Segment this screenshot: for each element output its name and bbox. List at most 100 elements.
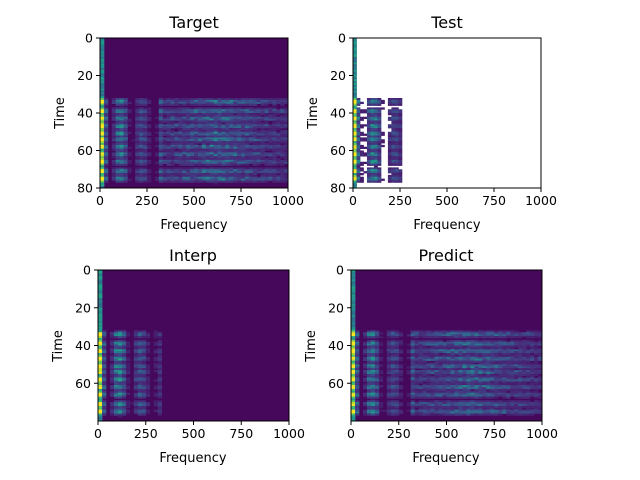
heatmap-cell	[237, 154, 242, 157]
heatmap-cell	[386, 377, 392, 380]
heatmap-cell	[197, 124, 203, 127]
heatmap-cell	[125, 358, 131, 361]
heatmap-cell	[466, 390, 471, 394]
heatmap-cell	[518, 349, 523, 352]
heatmap-cell	[256, 148, 261, 151]
heatmap-cell	[109, 375, 115, 378]
heatmap-cell	[430, 364, 435, 367]
heatmap-cell	[229, 159, 234, 163]
heatmap-cell	[534, 388, 539, 392]
heatmap-cell	[462, 413, 467, 416]
heatmap-cell	[264, 109, 269, 112]
heatmap-cell	[351, 270, 356, 273]
heatmap-cell	[351, 285, 356, 288]
heatmap-cell	[390, 358, 396, 361]
heatmap-cell	[366, 371, 372, 375]
heatmap-cell	[410, 330, 416, 333]
heatmap-cell	[98, 413, 103, 416]
heatmap-cell	[190, 146, 195, 150]
heatmap-cell	[386, 368, 392, 371]
heatmap-cell	[111, 101, 117, 105]
heatmap-cell	[100, 152, 105, 155]
heatmap-cell	[217, 113, 222, 116]
heatmap-cell	[359, 133, 364, 136]
heatmap-cell	[502, 366, 507, 369]
heatmap-cell	[157, 390, 163, 394]
heatmap-cell	[514, 349, 519, 352]
heatmap-cell	[362, 364, 368, 367]
heatmap-cell	[143, 137, 148, 140]
heatmap-cell	[143, 113, 148, 116]
heatmap-cell	[98, 377, 103, 380]
heatmap-cell	[394, 128, 399, 131]
heatmap-cell	[111, 139, 117, 142]
heatmap-cell	[442, 381, 447, 384]
x-tick-label: 1000	[526, 426, 558, 441]
heatmap-cell	[446, 400, 451, 403]
heatmap-cell	[373, 180, 378, 183]
heatmap-cell	[353, 51, 357, 54]
heatmap-cell	[442, 405, 447, 409]
heatmap-cell	[125, 349, 131, 352]
heatmap-cell	[518, 385, 523, 388]
heatmap-cell	[233, 161, 238, 165]
heatmap-cell	[170, 163, 175, 166]
heatmap-cell	[486, 394, 491, 397]
heatmap-cell	[359, 176, 364, 180]
heatmap-cell	[474, 343, 479, 346]
heatmap-cell	[127, 124, 132, 127]
heatmap-cell	[410, 373, 416, 377]
heatmap-cell	[139, 101, 144, 105]
heatmap-cell	[256, 107, 261, 110]
heatmap-cell	[359, 173, 364, 176]
heatmap-cell	[280, 141, 285, 144]
heatmap-cell	[100, 139, 105, 142]
heatmap-cell	[386, 409, 392, 412]
heatmap-cell	[241, 146, 246, 150]
heatmap-cell	[125, 405, 131, 409]
heatmap-cell	[143, 141, 148, 144]
heatmap-cell	[390, 353, 396, 356]
heatmap-cell	[213, 143, 218, 146]
heatmap-cell	[442, 404, 447, 407]
heatmap-cell	[373, 98, 378, 101]
heatmap-cell	[478, 392, 483, 395]
heatmap-cell	[229, 129, 234, 133]
heatmap-cell	[390, 396, 396, 399]
heatmap-cell	[351, 366, 356, 369]
heatmap-cell	[510, 381, 515, 384]
heatmap-cell	[190, 174, 195, 178]
heatmap-cell	[506, 377, 511, 380]
heatmap-cell	[127, 167, 132, 170]
heatmap-cell	[162, 101, 167, 105]
heatmap-cell	[256, 139, 261, 142]
heatmap-cell	[370, 334, 376, 337]
heatmap-cell	[268, 148, 273, 151]
heatmap-cell	[174, 178, 179, 181]
heatmap-cell	[414, 394, 420, 397]
heatmap-cell	[490, 366, 495, 369]
heatmap-cell	[143, 152, 148, 155]
heatmap-cell	[166, 99, 171, 103]
heatmap-cell	[353, 124, 357, 127]
heatmap-cell	[410, 354, 416, 358]
heatmap-cell	[446, 394, 451, 397]
heatmap-cell	[178, 107, 183, 110]
heatmap-cell	[498, 373, 503, 377]
heatmap-cell	[98, 362, 103, 365]
heatmap-cell	[113, 396, 119, 399]
heatmap-cell	[353, 83, 357, 86]
heatmap-cell	[470, 341, 475, 345]
x-tick-label: 750	[482, 193, 506, 208]
heatmap-cell	[115, 113, 120, 116]
heatmap-cell	[139, 174, 144, 178]
heatmap-cell	[186, 146, 191, 150]
heatmap-cell	[248, 133, 254, 136]
heatmap-cell	[98, 337, 103, 341]
heatmap-cell	[141, 332, 147, 335]
heatmap-cell	[166, 113, 171, 116]
heatmap-cell	[174, 118, 179, 121]
heatmap-cell	[205, 154, 211, 157]
heatmap-cell	[244, 161, 250, 165]
heatmap-cell	[380, 144, 385, 148]
